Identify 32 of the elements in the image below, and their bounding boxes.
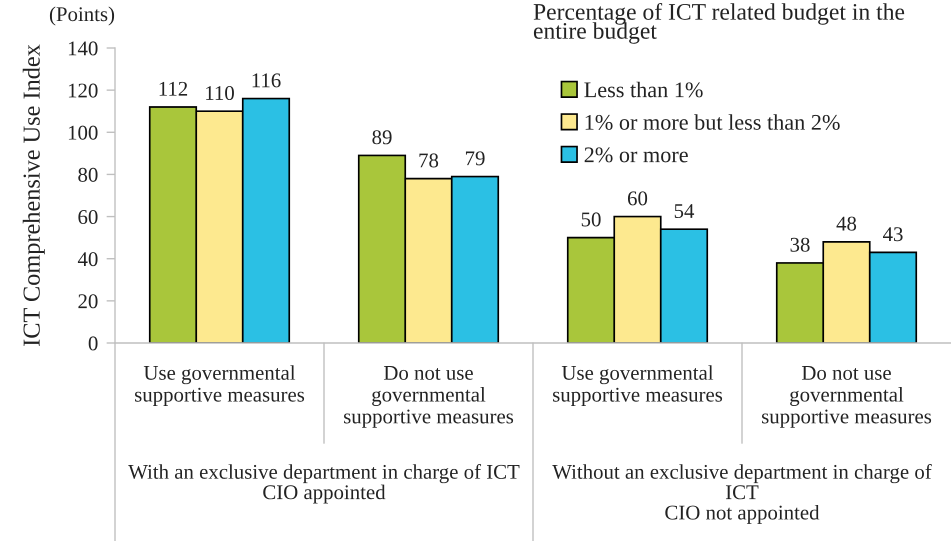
data-label: 116 xyxy=(252,73,281,88)
legend-label: Less than 1% xyxy=(584,82,703,98)
y-tick-label: 80 xyxy=(78,168,98,182)
x-tick-label: Do not use governmental supportive measures xyxy=(762,366,932,428)
legend-title: Percentage of ICT related budget in the entire budget xyxy=(534,3,904,44)
data-label: 50 xyxy=(582,212,601,226)
data-label: 89 xyxy=(372,130,392,144)
data-label: 54 xyxy=(674,204,694,218)
data-label: 110 xyxy=(206,86,234,100)
text: (Points) xyxy=(50,6,114,26)
data-label: 38 xyxy=(790,238,810,252)
x-tick-label: Use governmental supportive measures xyxy=(553,365,722,406)
y-axis-title: ICT Comprehensive Use Index xyxy=(22,44,45,346)
x-tick-label: Use governmental supportive measures xyxy=(135,365,304,406)
data-label: 79 xyxy=(466,151,485,166)
y-tick-label: 100 xyxy=(68,126,98,140)
y-tick-label: 0 xyxy=(88,336,98,350)
data-label: 43 xyxy=(882,227,903,242)
data-label: 48 xyxy=(836,216,856,231)
x-tick-label: Do not use governmental supportive measures xyxy=(344,366,514,428)
legend-label: 1% or more but less than 2% xyxy=(586,114,840,130)
legend-label: 2% or more xyxy=(584,147,688,162)
y-tick-label: 120 xyxy=(68,84,98,98)
data-label: 78 xyxy=(419,153,438,168)
y-tick-label: 20 xyxy=(78,294,98,308)
y-tick-label: 40 xyxy=(78,252,98,266)
text: Without an exclusive department in charge of ICT CIO not appointed xyxy=(552,464,932,524)
y-tick-label: 60 xyxy=(78,210,98,224)
data-label: 60 xyxy=(628,191,648,206)
data-label: 112 xyxy=(160,82,188,96)
text: With an exclusive department in charge of ICT CIO appointed xyxy=(128,464,520,504)
y-tick-label: 140 xyxy=(68,41,98,56)
